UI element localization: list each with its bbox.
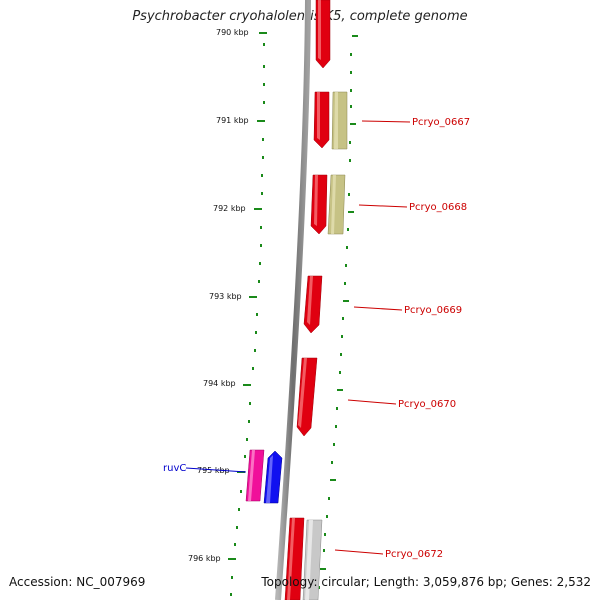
gene-block[interactable] <box>327 174 346 235</box>
scale-major-ticks <box>228 32 267 560</box>
gene-label[interactable]: Pcryo_0669 <box>404 305 462 316</box>
gene-label[interactable]: Pcryo_0672 <box>385 549 443 560</box>
scale-tick-label: 796 kbp <box>188 554 221 563</box>
scale-tick-label: 790 kbp <box>216 28 249 37</box>
scale-tick-label: 791 kbp <box>216 116 249 125</box>
accession-text: Accession: NC_007969 <box>9 575 146 589</box>
scale-tick-label: 794 kbp <box>203 379 236 388</box>
scale-tick-label: 792 kbp <box>213 204 246 213</box>
gene-label[interactable]: Pcryo_0668 <box>409 202 467 213</box>
label-leaders <box>185 120 411 555</box>
gene-arrow[interactable] <box>303 275 323 334</box>
genome-backbone <box>275 0 311 600</box>
scale-tick-label: 795 kbp <box>197 466 230 475</box>
scale-dots-right <box>318 35 358 589</box>
map-title: Psychrobacter cryohalolentis K5, complet… <box>132 9 468 24</box>
gene-arrow[interactable] <box>296 357 318 437</box>
gene-arrow[interactable] <box>313 91 330 149</box>
gene-features <box>245 0 348 600</box>
gene-arrow[interactable] <box>310 174 328 235</box>
scale-dots-left <box>230 43 265 596</box>
scale-tick-label: 793 kbp <box>209 292 242 301</box>
topology-summary: Topology: circular; Length: 3,059,876 bp… <box>261 575 591 589</box>
gene-label[interactable]: Pcryo_0670 <box>398 399 456 410</box>
gene-label[interactable]: ruvC <box>163 463 186 474</box>
gene-label[interactable]: Pcryo_0667 <box>412 117 470 128</box>
